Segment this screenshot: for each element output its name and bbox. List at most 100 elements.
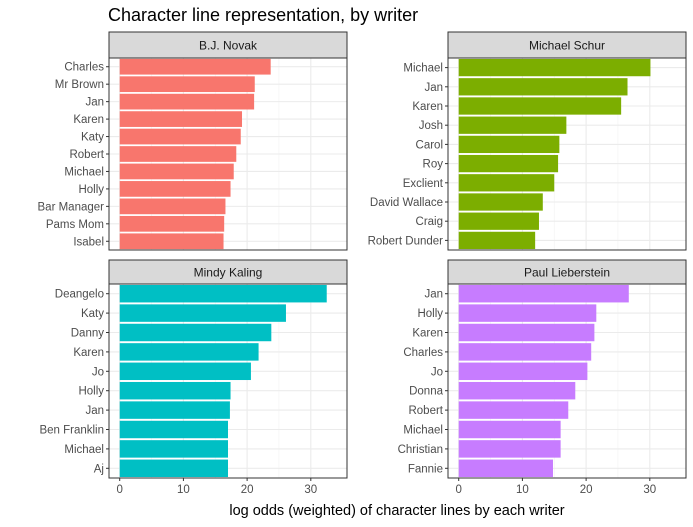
bar [458, 401, 569, 419]
x-tick-label: 30 [304, 484, 317, 496]
y-tick-label: Craig [416, 216, 443, 228]
y-tick-label: Michael [403, 425, 443, 437]
bar [119, 93, 255, 110]
bar [458, 362, 588, 381]
panel-border [447, 57, 687, 251]
facet-panel: Mindy Kaling Deangelo Katy Danny Karen Jo Holl… [39, 259, 348, 496]
bar [458, 323, 595, 342]
x-tick-label: 0 [456, 484, 462, 496]
bar [119, 111, 243, 127]
y-tick-label: Karen [73, 114, 104, 126]
panel-border [447, 283, 687, 479]
y-tick-label: Holly [78, 386, 104, 398]
y-tick-label: Deangelo [55, 289, 104, 301]
y-tick-label: Donna [409, 386, 443, 398]
x-tick-label: 20 [580, 484, 593, 496]
bar [119, 163, 234, 180]
y-tick-label: David Wallace [370, 197, 443, 209]
bar [458, 135, 560, 154]
panel-border [108, 57, 348, 251]
bar [119, 323, 272, 342]
y-tick-label: Holly [78, 184, 104, 196]
bar [119, 215, 225, 232]
bar [458, 381, 576, 400]
y-tick-label: Jan [424, 82, 443, 94]
y-tick-label: Robert [408, 405, 443, 417]
facet-panels: B.J. Novak Charles Mr Brown Jan Karen Katy Rob… [38, 31, 687, 496]
y-tick-label: Michael [64, 166, 104, 178]
y-tick-label: Ben Franklin [39, 425, 104, 437]
bar [119, 459, 228, 478]
y-tick-label: Jo [431, 366, 443, 378]
y-tick-label: Karen [73, 347, 104, 359]
bar [458, 420, 561, 439]
y-tick-label: Jan [85, 405, 104, 417]
facet-panel: Michael Schur Michael Jan Karen Josh Carol Roy… [368, 31, 687, 251]
y-tick-label: Karen [412, 101, 443, 113]
facet-panel: B.J. Novak Charles Mr Brown Jan Karen Katy Rob… [38, 31, 348, 251]
panel-border [108, 283, 348, 479]
bar [119, 440, 228, 458]
bar [119, 233, 224, 250]
bar [119, 420, 228, 439]
bar [119, 381, 231, 400]
y-tick-label: Bar Manager [38, 201, 105, 213]
bar [119, 76, 255, 93]
x-tick-label: 30 [643, 484, 656, 496]
facet-strip [108, 259, 348, 285]
y-tick-label: Mr Brown [55, 79, 104, 91]
facet-strip-label: Paul Lieberstein [524, 266, 610, 280]
x-tick-label: 10 [177, 484, 190, 496]
bar [458, 212, 539, 230]
y-tick-label: Aj [94, 463, 104, 475]
y-tick-label: Jan [85, 97, 104, 109]
facet-strip-label: Michael Schur [529, 39, 605, 53]
y-tick-label: Carol [416, 139, 443, 151]
y-tick-label: Holly [417, 308, 443, 320]
chart-title: Character line representation, by writer [108, 5, 418, 25]
facet-panel: Paul Lieberstein Jan Holly Karen Charles Jo Do… [398, 259, 687, 496]
y-tick-label: Pams Mom [46, 219, 104, 231]
bar [458, 97, 622, 115]
bar [458, 284, 629, 303]
x-tick-label: 0 [117, 484, 123, 496]
y-tick-label: Robert Dunder [368, 235, 444, 247]
y-tick-label: Robert [69, 149, 104, 161]
facet-strip [108, 31, 348, 59]
y-tick-label: Jo [92, 366, 104, 378]
bar [458, 116, 567, 134]
facet-strip-label: Mindy Kaling [194, 266, 263, 280]
bar [119, 362, 251, 381]
y-tick-label: Jan [424, 289, 443, 301]
y-tick-label: Roy [423, 159, 444, 171]
bar [458, 78, 628, 96]
bar [458, 154, 559, 173]
facet-strip [447, 31, 687, 59]
bar [119, 58, 271, 75]
y-tick-label: Danny [71, 328, 104, 340]
bar [119, 128, 241, 145]
x-tick-label: 20 [241, 484, 254, 496]
bar [458, 58, 651, 77]
facet-strip [447, 259, 687, 285]
bar [458, 459, 553, 478]
y-tick-label: Katy [81, 132, 104, 144]
y-tick-label: Katy [81, 308, 104, 320]
y-tick-label: Karen [412, 328, 443, 340]
y-tick-label: Fannie [408, 463, 443, 475]
bar [458, 174, 555, 192]
bar [458, 304, 597, 322]
x-tick-label: 10 [516, 484, 529, 496]
bar [458, 231, 536, 250]
y-tick-label: Michael [64, 444, 104, 456]
bar [119, 284, 327, 303]
facet-strip-label: B.J. Novak [199, 39, 258, 53]
bar [458, 343, 592, 361]
y-tick-label: Charles [64, 62, 104, 74]
bar [119, 401, 230, 419]
bar [119, 146, 237, 162]
y-tick-label: Isabel [73, 236, 104, 248]
bar [119, 343, 259, 361]
